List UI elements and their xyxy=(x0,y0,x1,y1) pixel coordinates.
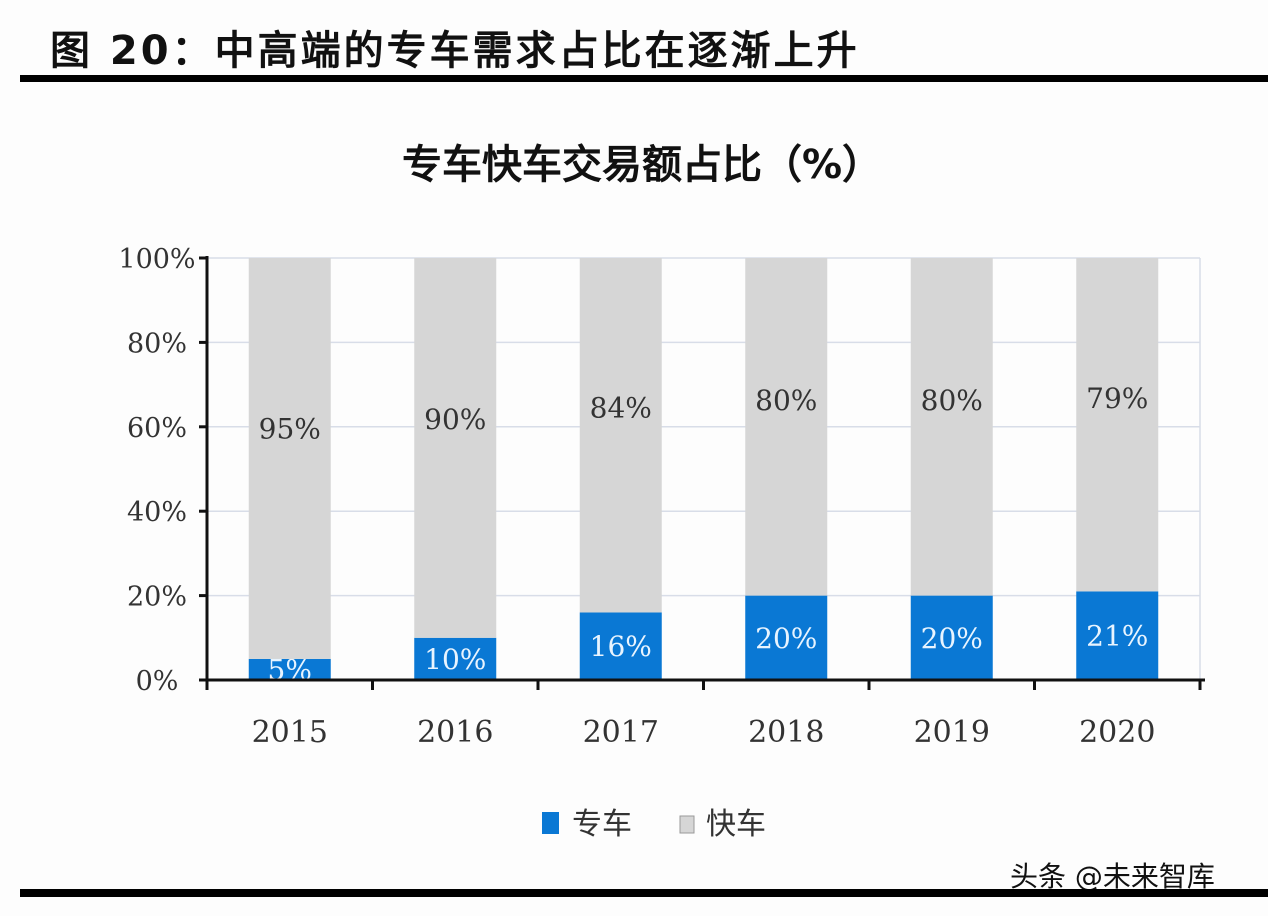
data-label: 95% xyxy=(259,412,321,445)
y-tick-label: 60% xyxy=(127,413,187,444)
y-tick-label: 20% xyxy=(127,582,187,613)
bottom-divider xyxy=(20,889,1268,897)
chart-title: 专车快车交易额占比（%） xyxy=(402,142,882,188)
data-label: 80% xyxy=(921,384,983,417)
bar-kuaiche xyxy=(414,258,497,638)
y-tick-label: 80% xyxy=(127,328,187,359)
bar-kuaiche xyxy=(579,258,662,613)
x-tick-label: 2018 xyxy=(748,715,824,750)
x-tick-label: 2020 xyxy=(1079,715,1155,750)
bar-zhuanche xyxy=(414,637,497,680)
y-tick-label: 100% xyxy=(118,244,195,275)
data-label: 20% xyxy=(921,622,983,655)
legend-swatch-zhuanche xyxy=(542,812,559,834)
watermark: 头条 @未来智库 xyxy=(1010,860,1215,893)
x-tick-label: 2015 xyxy=(252,715,328,750)
top-divider xyxy=(20,75,1268,82)
data-label: 90% xyxy=(424,403,486,436)
bar-kuaiche xyxy=(1076,258,1159,592)
bar-zhuanche xyxy=(745,595,828,680)
data-label: 10% xyxy=(424,643,486,676)
bar-zhuanche xyxy=(248,658,331,680)
bar-zhuanche xyxy=(910,595,993,680)
legend-label-zhuanche: 专车 xyxy=(572,807,632,842)
bar-kuaiche xyxy=(745,258,828,596)
data-label: 16% xyxy=(590,630,652,663)
data-label: 80% xyxy=(755,384,817,417)
legend-label-kuaiche: 快车 xyxy=(706,807,766,842)
figure-title: 图 20：中高端的专车需求占比在逐渐上升 xyxy=(50,28,860,74)
data-label: 21% xyxy=(1086,620,1148,653)
bar-zhuanche xyxy=(1076,591,1159,680)
bar-zhuanche xyxy=(579,612,662,680)
data-label: 20% xyxy=(755,622,817,655)
legend-swatch-kuaiche xyxy=(679,815,695,834)
x-tick-label: 2019 xyxy=(914,715,990,750)
bar-kuaiche xyxy=(910,258,993,596)
y-tick-label: 0% xyxy=(136,666,179,697)
y-tick-label: 40% xyxy=(127,497,187,528)
x-tick-label: 2017 xyxy=(583,715,659,750)
data-label: 79% xyxy=(1086,382,1148,415)
data-label: 84% xyxy=(590,392,652,425)
x-tick-label: 2016 xyxy=(417,715,493,750)
bar-kuaiche xyxy=(248,258,331,659)
